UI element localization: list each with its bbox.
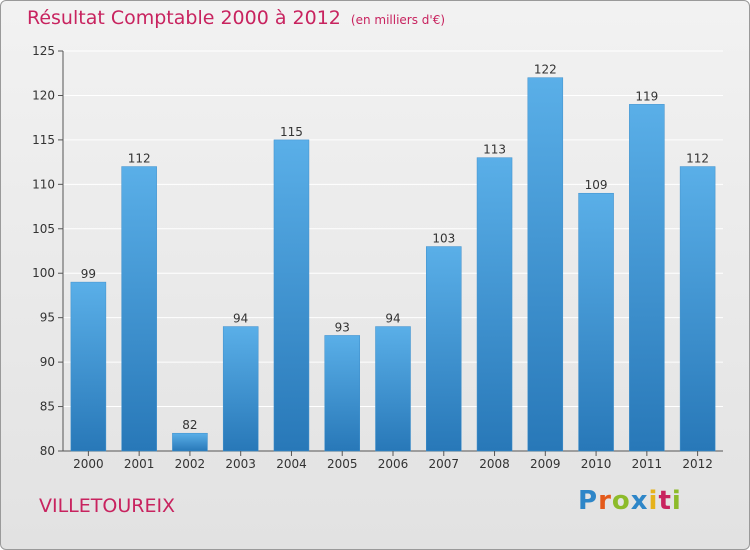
logo-letter: i (648, 486, 659, 516)
y-tick-label: 105 (32, 222, 55, 236)
x-tick-label: 2005 (327, 457, 358, 471)
bar (324, 335, 360, 452)
data-label: 112 (128, 152, 151, 166)
y-tick-label: 110 (32, 177, 55, 191)
bar (426, 246, 462, 452)
data-label: 115 (280, 125, 303, 139)
data-label: 122 (534, 63, 557, 77)
x-tick-label: 2007 (428, 457, 459, 471)
logo-letter: o (611, 486, 631, 516)
x-tick-label: 2011 (632, 457, 663, 471)
y-tick-label: 120 (32, 88, 55, 102)
x-tick-label: 2004 (276, 457, 307, 471)
data-label: 93 (335, 320, 350, 334)
bar (375, 326, 411, 452)
x-tick-label: 2001 (124, 457, 155, 471)
x-tick-label: 2010 (581, 457, 612, 471)
data-label: 94 (233, 312, 248, 326)
data-label: 94 (385, 312, 400, 326)
x-tick-label: 2002 (175, 457, 206, 471)
y-tick-label: 115 (32, 133, 55, 147)
bar (273, 139, 310, 452)
x-tick-label: 2000 (73, 457, 104, 471)
data-label: 113 (483, 143, 506, 157)
bar (578, 192, 614, 452)
bar (476, 157, 513, 452)
bar (527, 77, 564, 452)
y-tick-label: 80 (40, 444, 55, 458)
title-text: Résultat Comptable 2000 à 2012 (27, 7, 341, 29)
logo-letter: P (578, 486, 599, 516)
x-tick-label: 2006 (378, 457, 409, 471)
chart-title: Résultat Comptable 2000 à 2012 (en millie… (27, 7, 445, 29)
bar (222, 326, 259, 452)
y-tick-label: 85 (40, 400, 55, 414)
logo-letter: r (598, 486, 612, 516)
chart-subtitle: (en milliers d'€) (350, 13, 446, 27)
y-tick-label: 95 (40, 311, 55, 325)
bar (70, 281, 107, 452)
x-tick-label: 2008 (479, 457, 510, 471)
data-label: 112 (686, 152, 709, 166)
logo-letter: i (671, 486, 682, 516)
data-label: 119 (635, 89, 658, 103)
bar (629, 104, 665, 452)
data-label: 82 (182, 418, 197, 432)
y-tick-label: 90 (40, 355, 55, 369)
y-tick-label: 100 (32, 266, 55, 280)
bar (679, 166, 716, 452)
proxiti-logo: Proxiti (578, 486, 682, 516)
bar (121, 166, 157, 452)
x-tick-label: 2012 (682, 457, 713, 471)
x-tick-label: 2003 (225, 457, 256, 471)
logo-letter: t (658, 486, 672, 516)
data-label: 99 (81, 267, 96, 281)
data-label: 109 (585, 178, 608, 192)
y-tick-label: 125 (32, 44, 55, 58)
data-label: 103 (432, 232, 455, 246)
bar (172, 432, 208, 452)
logo-letter: x (630, 486, 649, 516)
commune-name: VILLETOUREIX (39, 495, 176, 517)
x-tick-label: 2009 (530, 457, 561, 471)
